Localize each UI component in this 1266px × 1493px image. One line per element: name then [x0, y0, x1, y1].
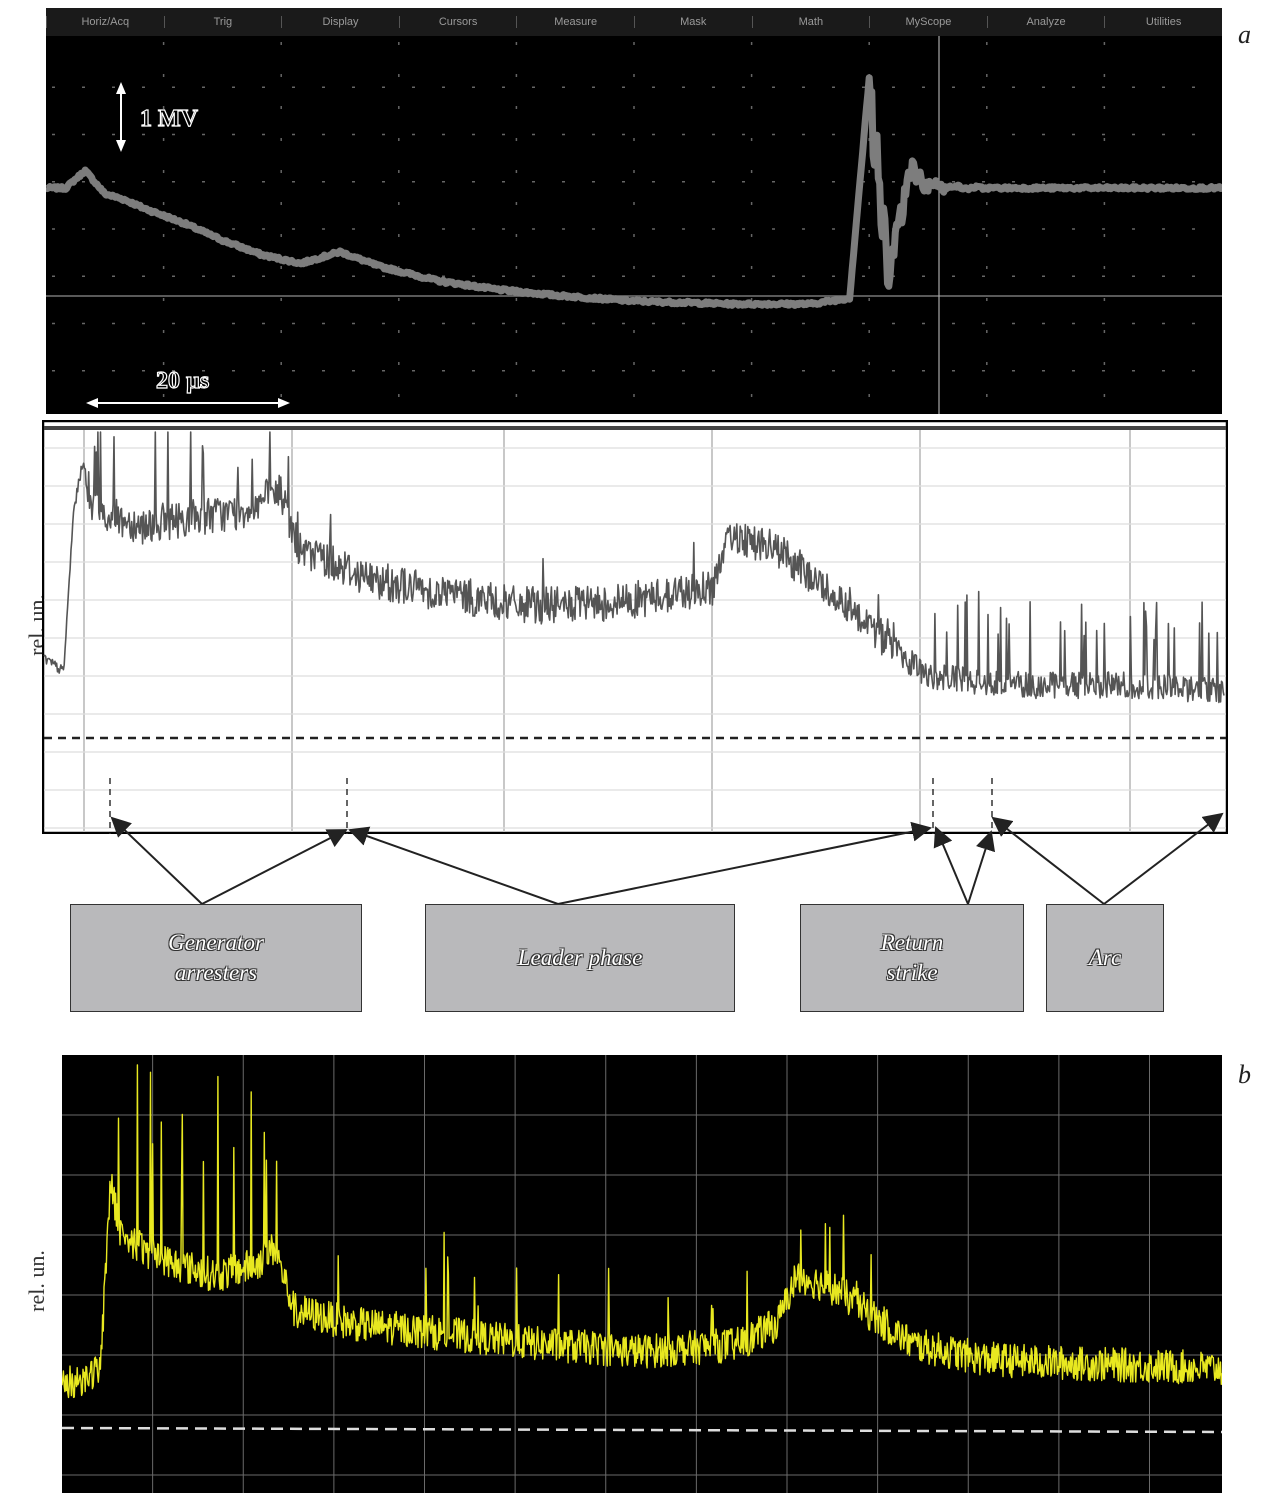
panel-letter-b: b — [1238, 1060, 1251, 1089]
arrow-generator-end — [201, 829, 348, 905]
arrow-return-start — [933, 826, 969, 905]
voltage-scale-arrow — [116, 82, 126, 152]
phase-return-line2: strike — [886, 960, 938, 985]
time-scale-label: 20 µs — [156, 368, 209, 394]
scope-menu-item-1: Trig — [163, 16, 282, 28]
oscilloscope-menu-bar: Horiz/Acq Trig Display Cursors Measure Mask Ma… — [46, 8, 1222, 36]
voltage-scope-screen: 1 MV 20 µs — [46, 36, 1222, 414]
phase-box-return: Return strike — [800, 904, 1024, 1012]
scope-menu-item-6: Math — [751, 16, 870, 28]
scope-menu-item-4: Measure — [516, 16, 634, 28]
chart-a-frame — [42, 420, 1228, 834]
scope-menu-item-5: Mask — [633, 16, 752, 28]
arrow-arc-start — [991, 816, 1105, 905]
phase-arrows — [110, 812, 1224, 905]
scope-menu-item-9: Utilities — [1104, 16, 1222, 28]
phase-leader-label: Leader phase — [517, 945, 643, 970]
arrow-leader-start — [348, 826, 559, 905]
phase-arc-label: Arc — [1088, 945, 1122, 970]
optical-trace-a — [43, 431, 1225, 704]
voltage-scale-label: 1 MV — [140, 106, 199, 132]
phase-box-arc: Arc — [1046, 904, 1164, 1012]
arrow-leader-end — [557, 821, 932, 905]
phase-box-generator: Generator arresters — [70, 904, 362, 1012]
ylabel-b: rel. un. — [24, 1250, 49, 1312]
optical-signal-chart-b — [62, 1055, 1222, 1493]
panel-letter-a: a — [1238, 20, 1251, 49]
phase-generator-line2: arresters — [174, 960, 258, 985]
voltage-trace — [46, 74, 1222, 309]
phase-return-line1: Return — [880, 930, 944, 955]
optical-signal-chart-a — [42, 420, 1228, 834]
scope-background — [46, 36, 1222, 414]
scope-menu-item-2: Display — [281, 16, 399, 28]
chart-b-baseline — [62, 1426, 1222, 1434]
scope-menu-item-3: Cursors — [398, 16, 517, 28]
optical-trace-b — [62, 1064, 1222, 1399]
scope-menu-item-0: Horiz/Acq — [46, 16, 164, 28]
scope-menu-item-7: MyScope — [869, 16, 987, 28]
arrow-return-end — [967, 830, 996, 905]
arrow-arc-end — [1103, 812, 1224, 905]
phase-box-leader: Leader phase — [425, 904, 735, 1012]
scope-menu-item-8: Analyze — [986, 16, 1105, 28]
arrow-generator-start — [110, 816, 203, 905]
phase-generator-line1: Generator — [168, 930, 264, 955]
time-scale-arrow — [86, 398, 290, 408]
